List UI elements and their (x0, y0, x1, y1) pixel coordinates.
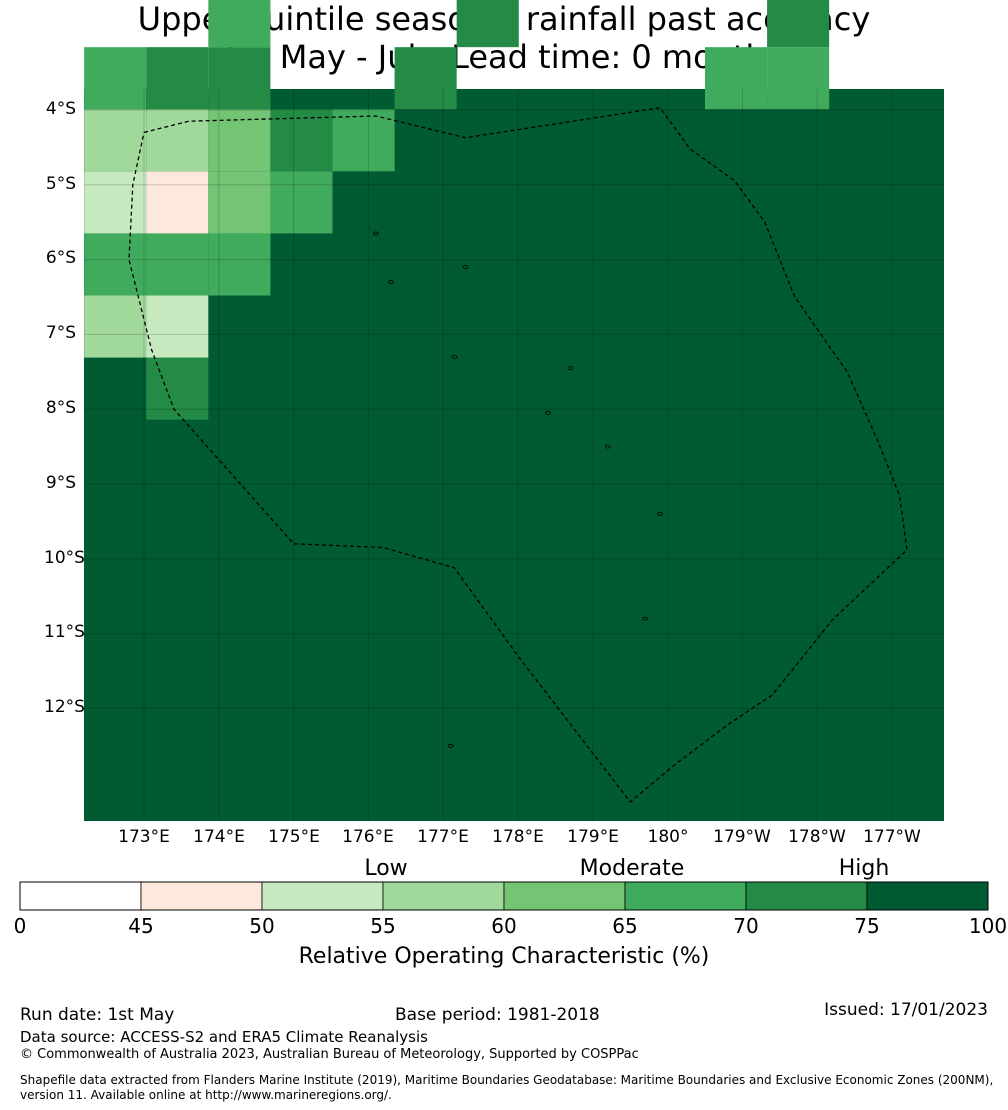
shapefile-credit-line1: Shapefile data extracted from Flanders M… (20, 1073, 994, 1087)
colorbar-segment (19, 881, 142, 911)
category-label-low: Low (364, 856, 408, 881)
roc-cell (332, 109, 395, 172)
colorbar-segment (140, 881, 263, 911)
roc-cell (767, 47, 830, 110)
roc-cell (208, 233, 271, 296)
lat-label-6s: 6°S (45, 248, 76, 268)
run-date: Run date: 1st May (20, 1005, 175, 1025)
roc-cell (146, 109, 209, 172)
roc-cell (270, 171, 333, 234)
lat-label-9s: 9°S (45, 473, 76, 493)
lon-label-179w: 179°W (713, 827, 771, 847)
roc-cell (146, 233, 209, 296)
lat-label-11s: 11°S (44, 622, 85, 642)
colorbar-tick-70: 70 (733, 914, 759, 938)
roc-cell (394, 47, 457, 110)
lon-label-175e: 175°E (268, 827, 320, 847)
roc-cell (146, 47, 209, 110)
shapefile-credit-line2: version 11. Available online at http://w… (20, 1088, 392, 1102)
roc-cell (84, 295, 147, 358)
roc-cell (146, 295, 209, 358)
colorbar-tick-75: 75 (854, 914, 880, 938)
roc-cell (146, 171, 209, 234)
lon-label-179e: 179°E (567, 827, 619, 847)
lat-label-10s: 10°S (44, 548, 85, 568)
lat-label-12s: 12°S (44, 697, 85, 717)
colorbar-segment (745, 881, 868, 911)
island-outline (372, 231, 379, 236)
roc-cell (705, 47, 768, 110)
lat-label-5s: 5°S (45, 174, 76, 194)
lat-label-8s: 8°S (45, 398, 76, 418)
lon-label-178w: 178°W (788, 827, 846, 847)
island-outline (451, 354, 458, 359)
roc-cell (208, 47, 271, 110)
colorbar-segment (261, 881, 384, 911)
roc-cell (84, 47, 147, 110)
island-outline (545, 411, 551, 415)
lat-label-7s: 7°S (45, 323, 76, 343)
roc-cell (208, 109, 271, 172)
colorbar-tick-60: 60 (491, 914, 517, 938)
colorbar-tick-0: 0 (13, 914, 27, 938)
lon-label-173e: 173°E (118, 827, 170, 847)
colorbar-tick-55: 55 (370, 914, 396, 938)
colorbar-tick-65: 65 (612, 914, 638, 938)
roc-cell (208, 0, 271, 48)
colorbar-segment (866, 881, 989, 911)
roc-cell (456, 0, 519, 48)
island-outline (447, 743, 454, 748)
data-source: Data source: ACCESS-S2 and ERA5 Climate … (20, 1028, 428, 1046)
issued-date: Issued: 17/01/2023 (824, 1000, 988, 1020)
roc-cell (270, 109, 333, 172)
lat-label-4s: 4°S (45, 99, 76, 119)
roc-cell (146, 357, 209, 420)
lon-label-176e: 176°E (342, 827, 394, 847)
category-label-high: High (838, 856, 890, 881)
category-label-moderate: Moderate (579, 856, 685, 881)
island-outline (604, 444, 611, 449)
roc-cell (208, 171, 271, 234)
colorbar-segment (624, 881, 747, 911)
rainfall-accuracy-map (19, 0, 989, 911)
island-outline (657, 512, 664, 516)
lon-label-180: 180° (647, 827, 689, 847)
base-period: Base period: 1981-2018 (395, 1005, 600, 1025)
copyright: © Commonwealth of Australia 2023, Austra… (20, 1047, 639, 1062)
colorbar-segment (503, 881, 626, 911)
island-outline (567, 366, 574, 370)
roc-cell (84, 357, 147, 420)
island-outline (462, 265, 469, 269)
lon-label-177w: 177°W (863, 827, 921, 847)
colorbar-segment (382, 881, 505, 911)
colorbar-tick-45: 45 (128, 914, 154, 938)
roc-cell (84, 171, 147, 234)
colorbar-title: Relative Operating Characteristic (%) (298, 944, 710, 969)
colorbar-outline (19, 881, 989, 911)
lon-label-177e: 177°E (417, 827, 469, 847)
lon-label-178e: 178°E (492, 827, 544, 847)
roc-cell (84, 233, 147, 296)
lon-label-174e: 174°E (193, 827, 245, 847)
roc-cell (767, 0, 830, 48)
roc-cell (84, 109, 147, 172)
island-outline (387, 280, 394, 284)
island-outline (642, 616, 649, 621)
eez-boundary (128, 107, 908, 803)
colorbar-tick-100: 100 (968, 914, 1008, 938)
colorbar-tick-50: 50 (249, 914, 275, 938)
